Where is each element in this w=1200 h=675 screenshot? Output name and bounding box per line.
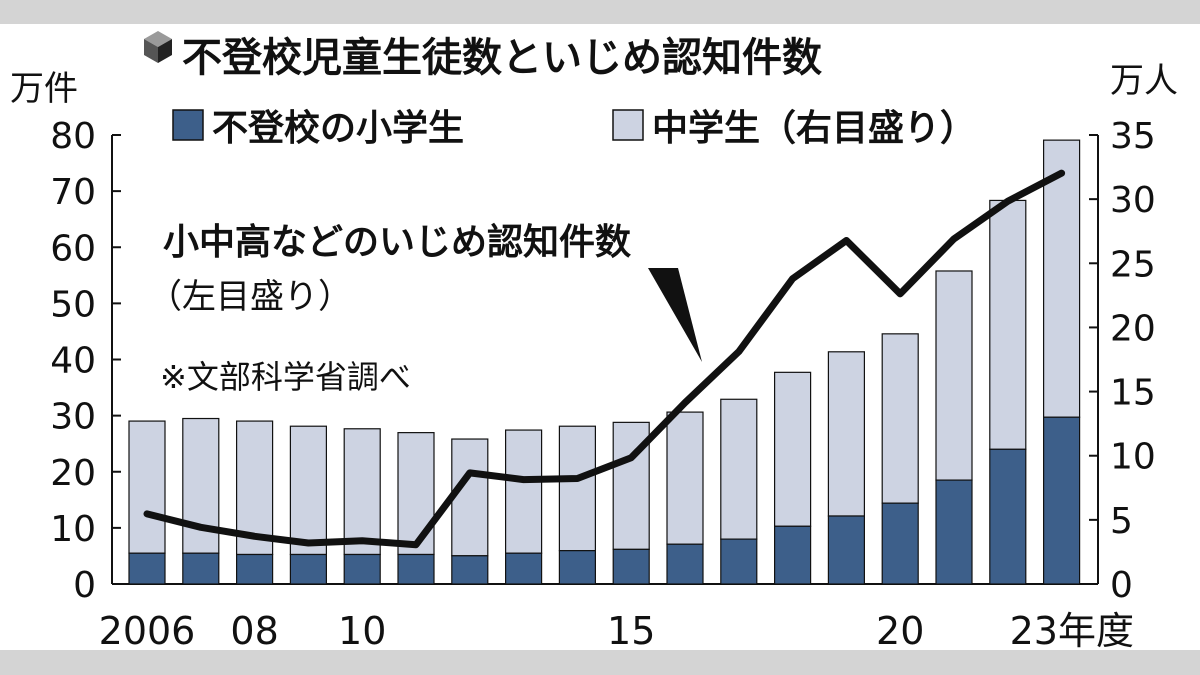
bullying-line-point bbox=[522, 478, 526, 482]
left-tick-label: 40 bbox=[50, 341, 96, 382]
legend-swatch-junior-high bbox=[612, 109, 644, 141]
right-tick-label: 25 bbox=[1110, 244, 1156, 285]
x-tick-label: 08 bbox=[230, 609, 278, 653]
bar-junior-high bbox=[773, 371, 812, 527]
bar-junior-high bbox=[827, 351, 866, 517]
legend-label-junior-high: 中学生（右目盛り） bbox=[652, 107, 976, 149]
bar-junior-high bbox=[397, 432, 435, 556]
bullying-line-point bbox=[1006, 199, 1010, 203]
bullying-line-point bbox=[253, 534, 257, 538]
bullying-line-point bbox=[468, 471, 472, 475]
bar-elementary bbox=[289, 553, 327, 585]
left-tick-label: 10 bbox=[50, 509, 96, 550]
bullying-line-point bbox=[360, 539, 364, 543]
right-tick-label: 20 bbox=[1110, 308, 1156, 349]
top-border-strip bbox=[0, 0, 1200, 24]
bullying-line-point bbox=[737, 350, 741, 354]
left-tick-label: 70 bbox=[50, 172, 96, 213]
x-tick-label: 23年度 bbox=[1010, 609, 1134, 653]
legend-swatch-elementary bbox=[172, 109, 204, 141]
right-tick-label: 10 bbox=[1110, 437, 1156, 478]
bullying-line-point bbox=[575, 476, 579, 480]
x-tick-label: 15 bbox=[607, 609, 655, 653]
bar-junior-high bbox=[128, 420, 166, 554]
bar-junior-high bbox=[935, 270, 973, 481]
left-tick-label: 80 bbox=[50, 116, 96, 157]
x-tick-label: 2006 bbox=[99, 609, 196, 653]
bar-elementary bbox=[827, 515, 866, 585]
bullying-line-point bbox=[199, 525, 203, 529]
bar-elementary bbox=[666, 543, 704, 585]
bar-elementary bbox=[720, 538, 758, 585]
bar-elementary bbox=[451, 555, 489, 585]
left-tick-label: 0 bbox=[73, 565, 96, 606]
bullying-line-point bbox=[145, 512, 149, 516]
bar-junior-high bbox=[451, 438, 489, 557]
bar-junior-high bbox=[343, 428, 381, 556]
bar-elementary bbox=[935, 479, 973, 585]
line-series bbox=[143, 169, 1066, 549]
right-tick-label: 35 bbox=[1110, 116, 1156, 157]
bullying-line-point bbox=[844, 239, 848, 243]
right-axis-unit: 万人 bbox=[1110, 61, 1178, 101]
bar-elementary bbox=[128, 552, 166, 585]
bar-junior-high bbox=[881, 333, 919, 504]
bar-elementary bbox=[612, 548, 650, 585]
chart-title: 不登校児童生徒数といじめ認知件数 bbox=[182, 35, 822, 81]
right-tick-label: 15 bbox=[1110, 373, 1156, 414]
bullying-line-label: 小中高などのいじめ認知件数 bbox=[163, 222, 631, 263]
left-tick-label: 60 bbox=[50, 228, 96, 269]
source-note: ※文部科学省調べ bbox=[160, 358, 411, 396]
bar-elementary bbox=[989, 448, 1027, 585]
right-tick-label: 5 bbox=[1110, 501, 1133, 542]
bar-junior-high bbox=[505, 429, 543, 554]
right-axis-ticks: 0 5 10 15 20 25 30 35 bbox=[1089, 116, 1156, 606]
right-tick-label: 0 bbox=[1110, 565, 1133, 606]
bullying-line-pointer bbox=[648, 268, 702, 362]
left-axis-unit: 万件 bbox=[10, 69, 78, 109]
bar-elementary bbox=[397, 553, 435, 585]
bar-junior-high bbox=[558, 425, 597, 552]
bar-elementary bbox=[505, 552, 543, 585]
bullying-line-point bbox=[1060, 171, 1064, 175]
left-axis-ticks: 0 10 20 30 40 50 60 70 80 bbox=[50, 116, 121, 606]
bullying-line-axis-note: （左目盛り） bbox=[148, 277, 352, 317]
bar-junior-high bbox=[289, 425, 327, 556]
right-tick-label: 30 bbox=[1110, 180, 1156, 221]
bullying-line-point bbox=[414, 543, 418, 547]
left-tick-label: 20 bbox=[50, 453, 96, 494]
bullying-line-point bbox=[952, 237, 956, 241]
bar-elementary bbox=[558, 550, 597, 585]
bar-elementary bbox=[773, 525, 812, 585]
bar-junior-high bbox=[989, 199, 1027, 450]
bullying-line-point bbox=[898, 292, 902, 296]
bullying-line-point bbox=[791, 277, 795, 281]
left-tick-label: 50 bbox=[50, 284, 96, 325]
bar-elementary bbox=[236, 553, 274, 585]
title-cube-icon bbox=[144, 31, 172, 63]
legend-label-elementary: 不登校の小学生 bbox=[212, 107, 464, 149]
x-tick-label: 10 bbox=[338, 609, 386, 653]
left-tick-label: 30 bbox=[50, 397, 96, 438]
bar-series bbox=[128, 139, 1081, 585]
bullying-line bbox=[143, 169, 1066, 549]
bullying-line-point bbox=[306, 541, 310, 545]
bullying-line-point bbox=[683, 401, 687, 405]
x-axis-ticks: 2006 08 10 15 20 23年度 bbox=[99, 609, 1134, 653]
bar-junior-high bbox=[182, 417, 220, 554]
bar-elementary bbox=[343, 553, 381, 585]
bar-junior-high bbox=[720, 398, 758, 540]
bar-elementary bbox=[1042, 416, 1081, 585]
x-tick-label: 20 bbox=[876, 609, 924, 653]
bottom-border-strip bbox=[0, 650, 1200, 675]
bar-elementary bbox=[182, 552, 220, 585]
bar-junior-high bbox=[666, 411, 704, 545]
bar-elementary bbox=[881, 502, 919, 585]
bullying-line-point bbox=[629, 456, 633, 460]
